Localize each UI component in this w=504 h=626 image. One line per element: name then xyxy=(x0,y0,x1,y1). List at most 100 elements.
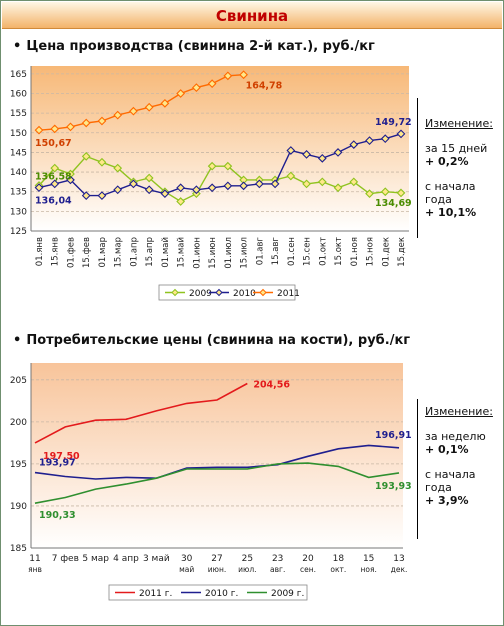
chart1-divider xyxy=(417,98,418,238)
chart1-series-2009-point xyxy=(380,187,390,197)
chart1-series-2009-point xyxy=(50,163,60,173)
bullet-icon: • xyxy=(13,39,22,54)
chart1-series-2010-point xyxy=(34,183,44,193)
chart1-xtick-label: 15.авг xyxy=(271,236,281,265)
chart1-series-2009-point xyxy=(144,173,154,183)
chart2-series-2011г-line xyxy=(34,382,248,444)
chart2-xtick-label: авг. xyxy=(270,565,285,574)
chart1-xtick-label: 15.апр xyxy=(145,237,155,267)
chart1-xtick-label: 15.мар xyxy=(114,237,124,268)
chart1-side-heading: Изменение: xyxy=(425,117,493,130)
chart1-side-p2-label: с начала года xyxy=(425,180,476,206)
chart1-data-label: 164,78 xyxy=(246,81,283,92)
chart2-xtick-label: 25 xyxy=(242,554,253,564)
chart1-svg: 125 130 135 140 145 150 155 160 165 01.янв 15.янв 0… xyxy=(10,66,411,301)
chart1-xtick-label: 01.сен xyxy=(287,237,297,266)
chart1-series-2009-point xyxy=(302,179,311,189)
chart1-series-2011-point xyxy=(160,98,170,108)
chart1-xtick-label: 01.авг xyxy=(255,236,265,265)
banner-title: Свинина xyxy=(215,7,289,25)
chart1-series-2011-point xyxy=(129,106,138,116)
chart2-xtick-label: июл. xyxy=(238,565,256,574)
chart2-divider xyxy=(417,399,418,539)
chart2-legend-label: 2010 г. xyxy=(205,589,238,599)
chart1-xtick-label: 01.дек xyxy=(381,237,391,267)
chart1-legend-label: 2011 xyxy=(277,289,300,299)
chart2-series-2010г-line xyxy=(34,444,400,480)
chart1-series-2009-point xyxy=(365,189,374,199)
chart1-series-2010-point xyxy=(50,179,60,189)
chart1-series-2010-point xyxy=(365,136,374,146)
chart1-series-2010-point xyxy=(113,185,123,195)
chart1-series-2011-point xyxy=(207,79,217,89)
chart2-side-p1-value: + 0,1% xyxy=(425,443,469,456)
chart1-plot-area xyxy=(31,66,409,231)
chart1-xtick-label: 01.май xyxy=(161,237,171,268)
chart2-legend-label: 2009 г. xyxy=(271,589,304,599)
chart2-series-2009г-line xyxy=(34,462,400,504)
chart1-ytick-label: 125 xyxy=(10,227,27,237)
chart2-title-text: Потребительские цены (свинина на кости),… xyxy=(26,333,411,348)
chart1-ytick-label: 140 xyxy=(10,168,27,178)
chart1-side-p1-label: за 15 дней xyxy=(425,142,488,155)
chart1-xtick-label: 15.фев xyxy=(82,237,92,268)
chart1-series-2010-point xyxy=(286,146,296,155)
chart1-series-2010-point xyxy=(207,183,217,193)
chart1-xtick-label: 15.май xyxy=(177,237,187,268)
chart1-legend-label: 2009 xyxy=(189,289,212,299)
chart1-series-2010-point xyxy=(270,179,280,189)
chart1-title-text: Цена производства (свинина 2-й кат.), ру… xyxy=(26,39,375,54)
chart1-series-2010-point xyxy=(239,181,248,191)
chart1-series-2009-point xyxy=(333,183,343,193)
chart1-series-2009-point xyxy=(176,197,186,206)
chart1-series-2010-point xyxy=(192,185,201,195)
chart1-title: • Цена производства (свинина 2-й кат.), р… xyxy=(13,39,375,54)
chart2-xtick-label: 30 xyxy=(181,554,193,564)
chart1-series-2010-point xyxy=(254,179,264,189)
chart1-series-2011-point xyxy=(113,110,123,120)
chart2-plot-area xyxy=(31,363,403,548)
chart1-series-2010-point xyxy=(66,175,75,185)
chart1-series-2009-point xyxy=(113,163,123,173)
chart2-ytick-label: 200 xyxy=(10,418,27,428)
chart1-series-2010-point xyxy=(160,189,170,199)
chart1-series-2010-point xyxy=(81,191,91,201)
chart1-series-2010-point xyxy=(396,129,406,139)
chart2-xtick-label: 5 мар xyxy=(82,554,109,564)
chart2-xtick-label: ноя. xyxy=(360,565,376,574)
chart2-data-label: 190,33 xyxy=(39,510,76,521)
chart1-series-2011-point xyxy=(97,116,107,126)
chart1-xtick-label: 15.ноя xyxy=(366,237,376,266)
chart2-title: • Потребительские цены (свинина на кости)… xyxy=(13,333,410,348)
chart2-data-label: 193,93 xyxy=(375,481,411,492)
chart1-series-2009-point xyxy=(286,171,296,181)
chart2-xtick-label: 7 фев xyxy=(52,554,79,564)
chart2-legend-label: 2011 г. xyxy=(139,589,172,599)
chart1-data-label: 149,72 xyxy=(375,117,411,128)
chart1-xtick-label: 15.июн xyxy=(208,237,218,269)
chart2-side-p2-value: + 3,9% xyxy=(425,494,469,507)
chart1-series-2009-point xyxy=(223,161,233,171)
chart1-xtick-label: 15.июл xyxy=(240,237,250,269)
chart1-data-label: 134,69 xyxy=(375,198,411,209)
chart1-series-2011-point xyxy=(50,124,60,134)
chart2-xtick-label: 15 xyxy=(363,554,374,564)
chart1-ytick-label: 135 xyxy=(10,188,27,198)
chart1-series-2010-point xyxy=(302,150,311,159)
chart1-ytick-label: 155 xyxy=(10,109,27,119)
chart1-series-2010-point xyxy=(223,181,233,191)
chart2-xtick-label: 27 xyxy=(211,554,222,564)
chart2-data-label: 193,97 xyxy=(39,458,76,469)
chart1-side-p1-value: + 0,2% xyxy=(425,155,469,168)
chart1-series-2009-point xyxy=(349,177,359,187)
chart1-series-2011-point xyxy=(66,122,75,132)
chart1-xtick-label: 01.мар xyxy=(98,237,108,268)
chart1-series-2011-point xyxy=(176,89,186,98)
chart1-xtick-label: 01.ноя xyxy=(350,237,360,266)
chart1-xtick-label: 01.июл xyxy=(224,237,234,269)
chart1-series-2010-point xyxy=(349,140,359,149)
chart2-legend-box xyxy=(108,584,308,601)
chart1-ytick-label: 160 xyxy=(10,90,27,100)
chart1-ytick-label: 130 xyxy=(10,207,27,217)
